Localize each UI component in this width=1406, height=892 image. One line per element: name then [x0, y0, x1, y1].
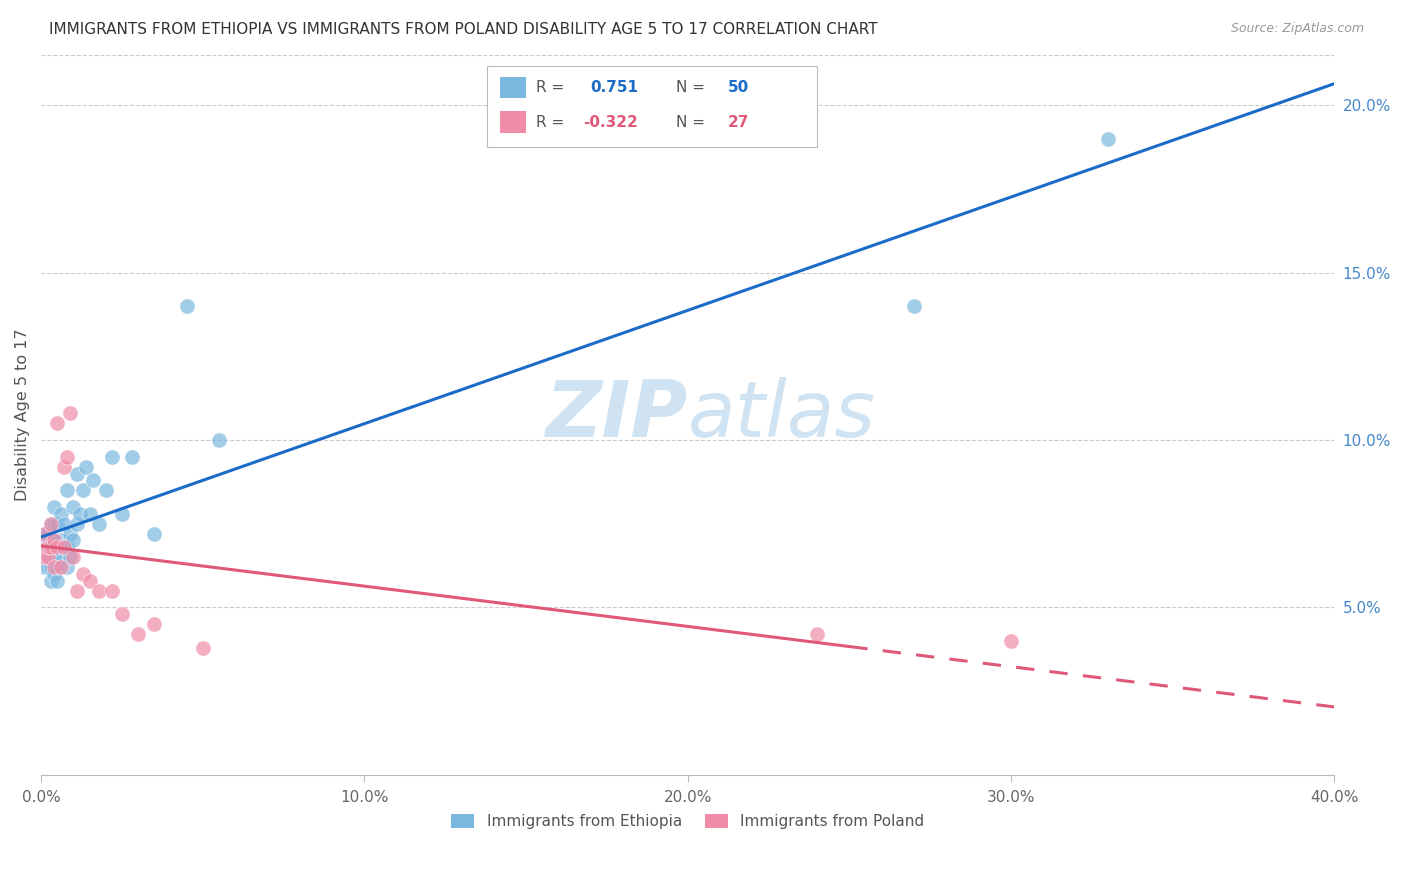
Point: [111, 507, 134, 521]
Point: [42, 500, 65, 514]
Point: [101, 583, 124, 598]
Bar: [501, 112, 526, 133]
Text: ZIP: ZIP: [546, 377, 688, 453]
Point: [903, 299, 925, 313]
Point: [52, 459, 75, 474]
Text: -0.322: -0.322: [583, 114, 638, 129]
Point: [42, 566, 65, 581]
Point: [37, 540, 59, 554]
Point: [52, 540, 75, 554]
Point: [37, 540, 59, 554]
Point: [101, 450, 124, 464]
Point: [46, 516, 69, 531]
Point: [39, 516, 62, 531]
Point: [52, 516, 75, 531]
Point: [66, 516, 89, 531]
FancyBboxPatch shape: [488, 66, 817, 146]
Point: [42, 560, 65, 574]
Point: [46, 560, 69, 574]
Point: [34, 526, 56, 541]
Legend: Immigrants from Ethiopia, Immigrants from Poland: Immigrants from Ethiopia, Immigrants fro…: [446, 808, 931, 836]
Point: [191, 640, 214, 655]
Point: [39, 540, 62, 554]
Point: [49, 507, 72, 521]
Text: N =: N =: [676, 114, 704, 129]
Text: R =: R =: [537, 80, 565, 95]
Point: [127, 627, 149, 641]
Point: [69, 507, 91, 521]
Point: [62, 550, 84, 565]
Point: [34, 550, 56, 565]
Point: [42, 533, 65, 548]
Point: [46, 574, 69, 588]
Point: [56, 560, 79, 574]
Point: [37, 550, 59, 565]
Point: [59, 526, 82, 541]
Text: 50: 50: [728, 80, 749, 95]
Point: [37, 526, 59, 541]
Point: [56, 450, 79, 464]
Y-axis label: Disability Age 5 to 17: Disability Age 5 to 17: [15, 328, 30, 501]
Point: [143, 526, 166, 541]
Text: N =: N =: [676, 80, 704, 95]
Point: [59, 550, 82, 565]
Point: [37, 550, 59, 565]
Point: [42, 550, 65, 565]
Point: [208, 433, 231, 447]
Point: [75, 459, 97, 474]
Point: [66, 583, 89, 598]
Point: [62, 500, 84, 514]
Text: IMMIGRANTS FROM ETHIOPIA VS IMMIGRANTS FROM POLAND DISABILITY AGE 5 TO 17 CORREL: IMMIGRANTS FROM ETHIOPIA VS IMMIGRANTS F…: [49, 22, 877, 37]
Point: [176, 299, 198, 313]
Point: [143, 617, 166, 632]
Point: [1000, 633, 1022, 648]
Point: [42, 516, 65, 531]
Point: [39, 550, 62, 565]
Point: [52, 540, 75, 554]
Point: [49, 560, 72, 574]
Point: [62, 533, 84, 548]
Point: [72, 566, 94, 581]
Point: [34, 540, 56, 554]
Point: [46, 417, 69, 431]
Point: [94, 483, 117, 498]
Text: atlas: atlas: [688, 377, 876, 453]
Point: [111, 607, 134, 621]
Point: [1097, 132, 1119, 146]
Point: [82, 473, 104, 487]
Bar: [501, 77, 526, 98]
Point: [39, 516, 62, 531]
Point: [806, 627, 828, 641]
Point: [34, 560, 56, 574]
Point: [46, 540, 69, 554]
Point: [79, 507, 101, 521]
Point: [56, 540, 79, 554]
Text: 27: 27: [728, 114, 749, 129]
Point: [34, 526, 56, 541]
Point: [39, 540, 62, 554]
Point: [49, 550, 72, 565]
Point: [39, 574, 62, 588]
Point: [46, 540, 69, 554]
Point: [59, 406, 82, 420]
Text: Source: ZipAtlas.com: Source: ZipAtlas.com: [1230, 22, 1364, 36]
Text: 0.751: 0.751: [591, 80, 638, 95]
Point: [89, 583, 111, 598]
Point: [39, 560, 62, 574]
Point: [121, 450, 143, 464]
Point: [56, 483, 79, 498]
Point: [42, 533, 65, 548]
Point: [89, 516, 111, 531]
Point: [37, 560, 59, 574]
Text: R =: R =: [537, 114, 565, 129]
Point: [79, 574, 101, 588]
Point: [66, 467, 89, 481]
Point: [49, 533, 72, 548]
Point: [72, 483, 94, 498]
